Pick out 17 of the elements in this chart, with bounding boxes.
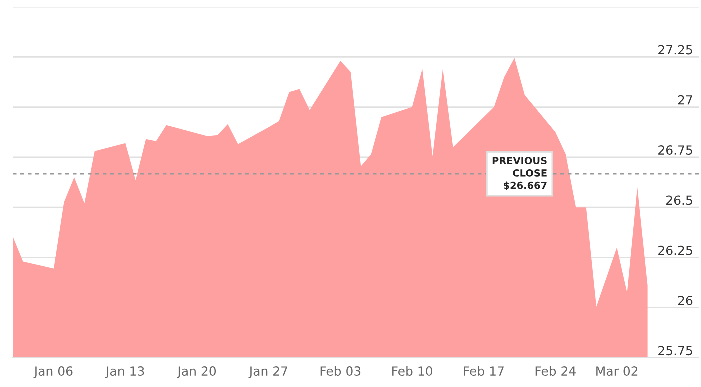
y-tick-label: 27	[678, 95, 692, 105]
x-tick-label: Jan 06	[34, 366, 73, 378]
y-tick-label: 26.25	[658, 246, 692, 256]
x-tick-label: Jan 13	[105, 366, 144, 378]
y-tick-label: 26.75	[658, 146, 692, 156]
x-tick-label: Jan 27	[248, 366, 288, 378]
x-tick-label: Feb 10	[392, 366, 432, 376]
y-tick-label: 26.5	[666, 196, 692, 206]
y-tick-label: 27.25	[658, 45, 692, 55]
y-tick-label: 26	[678, 296, 693, 306]
ref-line-label: PREVIOUS CLOSE $26.667	[492, 157, 547, 191]
y-tick-label: 25.75	[658, 346, 692, 356]
x-tick-label: Feb 17	[464, 366, 504, 376]
x-tick-label: Feb 03	[320, 366, 361, 376]
x-tick-label: Jan 20	[177, 366, 216, 378]
x-tick-label: Feb 24	[536, 366, 576, 376]
x-tick-label: Mar 02	[596, 366, 638, 376]
